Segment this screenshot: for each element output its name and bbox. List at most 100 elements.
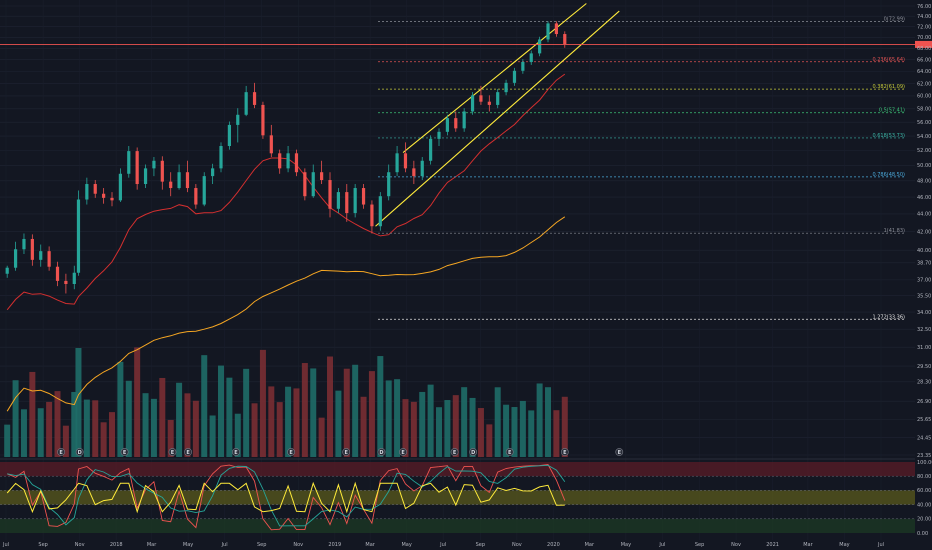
price-axis[interactable]: 76.00 74.00 72.00 70.00 68.00 66.00 64.00 62.00…: [917, 4, 931, 459]
event-marker-letter: E: [289, 450, 293, 456]
candle-body: [370, 204, 374, 227]
price-tick-label: 64.00: [917, 69, 931, 75]
candle-body: [546, 23, 550, 40]
volume-bar: [71, 391, 78, 457]
price-tick-label: 35.50: [917, 293, 931, 299]
time-tick-label: Sep: [695, 542, 704, 548]
price-tick-label: 74.00: [917, 14, 931, 20]
price-tick-label: 72.00: [917, 24, 931, 30]
price-tick-label: 50.00: [917, 163, 931, 169]
volume-bar: [343, 368, 350, 457]
candle-body: [345, 192, 349, 214]
time-tick-label: Mar: [365, 542, 375, 548]
candle-body: [152, 160, 156, 169]
volume-bar: [285, 386, 292, 457]
candle-body: [85, 184, 89, 200]
candle-body: [512, 70, 517, 83]
time-tick-label: 2020: [547, 542, 560, 548]
oscillator-fast-line: [7, 464, 566, 531]
volume-bar: [192, 400, 199, 457]
price-tick-label: 56.00: [917, 120, 931, 126]
time-tick-label: 2018: [110, 542, 123, 548]
event-marker: [120, 448, 129, 456]
event-marker-letter: E: [186, 450, 190, 456]
time-axis[interactable]: Jul Sep Nov 2018 Mar May Jul Sep Nov 2019 Mar May Ju…: [2, 542, 884, 548]
candle-body: [328, 180, 332, 209]
time-tick-label: Sep: [476, 542, 485, 548]
volume-bar: [83, 399, 90, 457]
event-marker-letter: E: [123, 450, 127, 456]
oscillator-tick-label: 20.00: [917, 517, 931, 523]
event-marker-letter: E: [234, 450, 238, 456]
candle-body: [286, 153, 290, 169]
candle-body: [403, 153, 408, 169]
volume-bar: [209, 415, 216, 457]
oscillator-axis[interactable]: 100.00 80.00 60.00 40.00 20.00 0.00: [917, 460, 932, 537]
volume-bar: [125, 380, 132, 457]
candle-body: [529, 53, 533, 62]
time-tick-label: Mar: [147, 542, 157, 548]
price-tick-label: 76.00: [917, 4, 931, 10]
volume-bar: [92, 400, 99, 457]
fib-level-label: 0.5(57.41): [879, 108, 905, 114]
candle-body: [521, 61, 525, 71]
candle-body: [5, 267, 9, 274]
candle-body: [72, 272, 76, 284]
time-tick-label: 2021: [766, 542, 779, 548]
oscillator-tick-label: 80.00: [917, 474, 931, 480]
event-marker: [168, 448, 177, 456]
candle-body: [261, 104, 265, 136]
volume-bar: [37, 408, 44, 457]
volume-bar: [75, 348, 82, 457]
event-marker-letter: E: [563, 450, 567, 456]
candle-body: [118, 173, 122, 201]
oscillator-tick-label: 0.00: [917, 531, 928, 537]
price-tick-label: 37.00: [917, 278, 931, 284]
volume-bar: [461, 387, 468, 457]
price-tick-label: 54.00: [917, 134, 931, 140]
volume-bar: [46, 401, 53, 457]
candle-body: [395, 153, 399, 173]
fibonacci-levels: 0(72.99) 0.236(65.64) 0.382(61.09) 0.5(57.4…: [378, 16, 905, 320]
volume-bar: [12, 380, 19, 457]
event-marker-letter: D: [471, 450, 475, 456]
price-tick-label: 68.00: [917, 46, 931, 52]
time-tick-label: Mar: [803, 542, 813, 548]
volume-bar: [444, 400, 451, 457]
oscillator-bands: [0, 462, 915, 533]
volume-bar: [4, 424, 11, 457]
candle-body: [278, 153, 282, 169]
volume-bar: [419, 391, 426, 457]
volume-bar: [268, 386, 275, 457]
volume-bar: [62, 425, 69, 457]
candle-body: [420, 160, 424, 177]
candle-body: [496, 92, 500, 105]
candle-body: [563, 34, 567, 45]
oscillator-band: [0, 462, 915, 477]
candle-body: [102, 193, 106, 198]
volume-bar: [553, 410, 560, 457]
volume-bar: [301, 363, 308, 457]
volume-bar: [176, 382, 183, 457]
volume-bar: [545, 387, 552, 457]
candle-body: [127, 151, 131, 174]
volume-bar: [385, 380, 392, 457]
price-tick-label: 40.00: [917, 248, 931, 254]
price-tick-label: 62.00: [917, 81, 931, 87]
volume-bar: [276, 402, 283, 457]
volume-bar: [561, 396, 568, 457]
volume-bar: [427, 384, 434, 457]
event-marker: [505, 448, 514, 456]
volume-bar: [259, 349, 266, 457]
price-tick-label: 44.00: [917, 212, 931, 218]
moving-average-long: [6, 216, 566, 412]
volume-bar: [494, 387, 501, 457]
price-tick-label: 46.00: [917, 195, 931, 201]
price-tick-label: 58.00: [917, 107, 931, 113]
candle-body: [39, 251, 43, 260]
candle-body: [336, 192, 340, 209]
volume-bar: [20, 409, 27, 457]
fib-level-label: 0.236(65.64): [872, 57, 905, 63]
moving-averages: [6, 73, 566, 412]
